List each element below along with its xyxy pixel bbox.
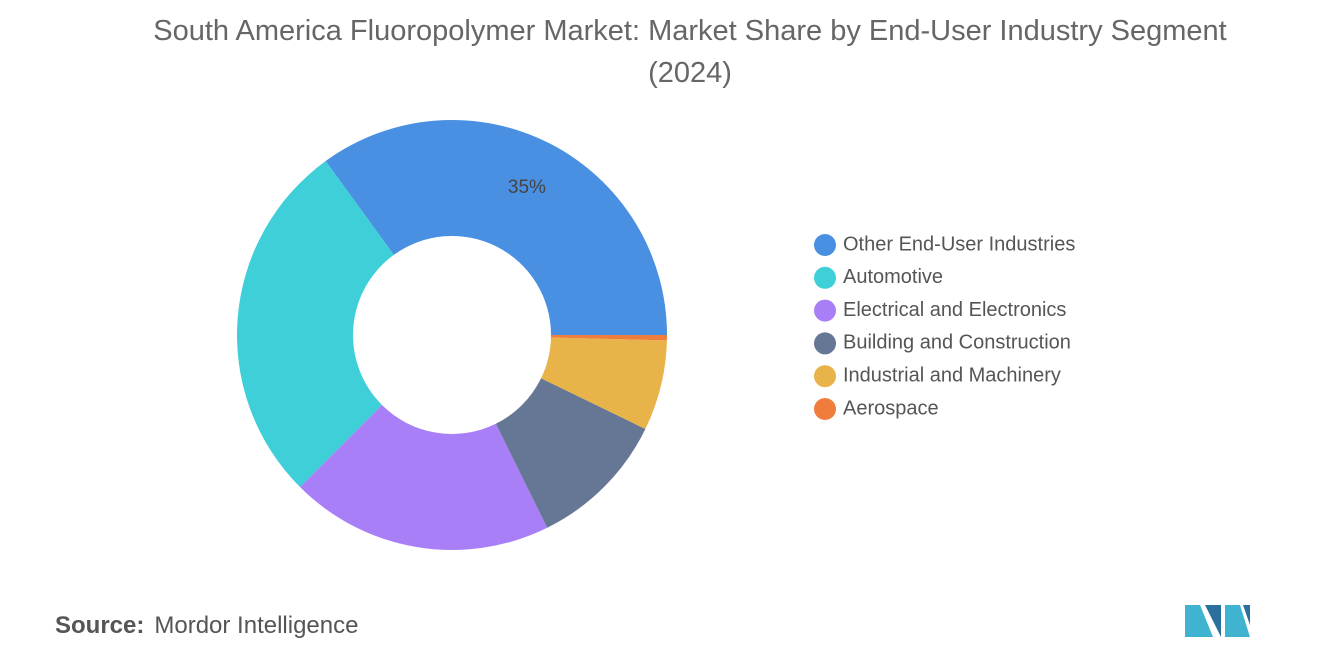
donut-slice (325, 119, 667, 336)
legend-marker (814, 398, 836, 420)
source-name: Mordor Intelligence (154, 612, 359, 639)
chart-title: South America Fluoropolymer Market: Mark… (153, 15, 1227, 89)
legend-entry: Automotive (843, 266, 943, 288)
legend-entry: Building and Construction (843, 332, 1071, 354)
legend-marker (814, 266, 836, 289)
legend-entry: Aerospace (843, 397, 939, 419)
donut-slice (236, 161, 394, 488)
legend-marker (814, 234, 836, 256)
legend-entry: Electrical and Electronics (843, 299, 1066, 321)
legend-marker (814, 332, 836, 355)
donut-slice (495, 378, 646, 528)
source-label: Source: (55, 612, 145, 639)
legend-entry: Other End-User Industries (843, 233, 1075, 255)
source: Source: Mordor Intelligence (55, 612, 358, 640)
logo (1185, 605, 1250, 637)
legend-marker (814, 299, 836, 322)
donut-slice (299, 405, 548, 550)
donut-slice (550, 335, 667, 341)
donut-slice (541, 337, 667, 429)
legend-entry: Industrial and Machinery (843, 364, 1061, 386)
legend-marker (814, 365, 836, 388)
data-label: 35% (508, 177, 546, 198)
